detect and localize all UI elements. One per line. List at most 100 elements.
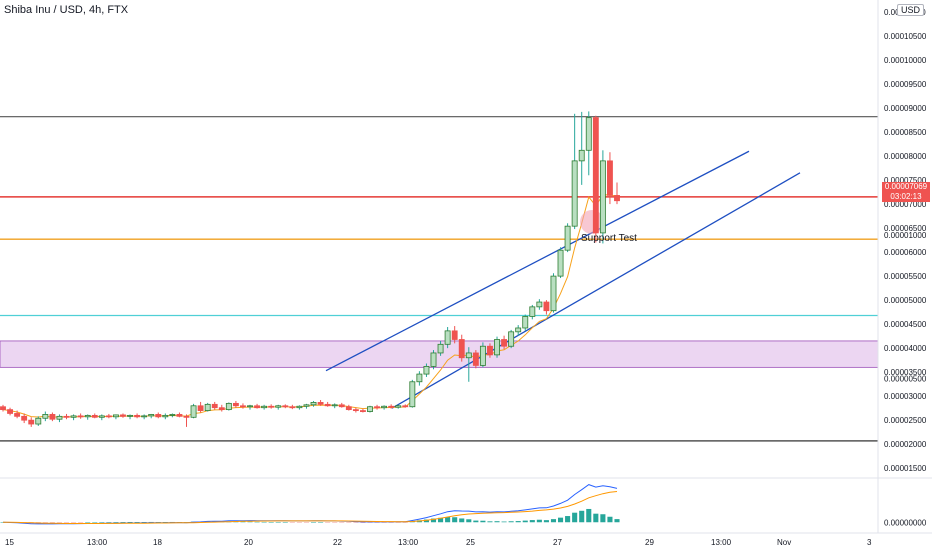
x-tick-label: 18 xyxy=(153,538,162,547)
candle xyxy=(367,405,373,413)
candle-body xyxy=(494,339,500,356)
candle xyxy=(529,304,536,320)
candle-body xyxy=(331,404,338,407)
candle xyxy=(148,413,155,419)
macd-histogram-bar xyxy=(254,521,260,523)
candle-body xyxy=(183,415,190,418)
signal-line xyxy=(3,491,618,524)
candle xyxy=(479,342,486,368)
time-axis[interactable]: 15 13:00 18 20 22 13:00 25 27 29 13:00 Nov 3 xyxy=(0,532,932,547)
candle-body xyxy=(423,365,430,375)
macd-histogram-bar xyxy=(550,519,557,523)
y-tick-label: 0.00009500 xyxy=(884,80,927,89)
candle xyxy=(56,414,63,423)
candle-body xyxy=(564,225,571,251)
y-tick-label: 0.00008500 xyxy=(884,128,927,137)
candle-body xyxy=(247,405,253,408)
candle xyxy=(91,413,98,419)
candle xyxy=(77,413,84,419)
macd-histogram-bar xyxy=(303,522,310,523)
candle xyxy=(451,326,458,344)
candle-body xyxy=(529,306,536,317)
y-tick-label: 0.00010500 xyxy=(884,32,927,41)
macd-histogram-bar xyxy=(607,516,613,523)
macd-histogram-bar xyxy=(473,520,479,523)
candle-body xyxy=(148,414,155,417)
candle-body xyxy=(127,414,133,417)
candle-body xyxy=(134,414,141,418)
candle-body xyxy=(268,405,275,408)
candle xyxy=(70,414,77,421)
price-axis[interactable]: 0.00001500 0.00002000 0.00002500 0.00003000… xyxy=(884,8,927,527)
macd-histogram-bar xyxy=(480,520,486,523)
candle-body xyxy=(204,403,211,411)
candle xyxy=(592,115,599,243)
x-tick-label: 20 xyxy=(244,538,253,547)
y-tick-label: 0.00001500 xyxy=(884,464,927,473)
y-tick-label: 0.00004500 xyxy=(884,320,927,329)
candle xyxy=(7,407,13,416)
candle xyxy=(211,401,218,410)
symbol-title[interactable]: Shiba Inu / USD, 4h, FTX xyxy=(4,4,129,16)
macd-histogram-bar xyxy=(332,522,338,523)
macd-histogram-bar xyxy=(459,518,465,523)
candle xyxy=(261,404,268,410)
candle-body xyxy=(35,417,42,425)
macd-histogram-bar xyxy=(367,522,373,523)
candle xyxy=(134,413,141,419)
candle xyxy=(465,347,472,382)
macd-histogram-bar xyxy=(240,521,246,523)
macd-histogram-bar xyxy=(430,518,437,523)
macd-histogram-bar xyxy=(374,522,380,523)
x-tick-label: 29 xyxy=(645,538,654,547)
candle xyxy=(268,404,275,409)
candle-body xyxy=(56,415,63,420)
x-tick-label: 27 xyxy=(553,538,562,547)
candle xyxy=(388,404,395,409)
candle-body xyxy=(63,415,70,418)
macd-histogram-bar xyxy=(438,517,444,523)
y-tick-label: 0.00007000 xyxy=(884,200,927,209)
candle xyxy=(515,325,522,336)
candle-body xyxy=(162,414,169,418)
macd-histogram-bar xyxy=(579,510,585,523)
macd-histogram-bar xyxy=(99,522,105,523)
candle xyxy=(607,152,613,205)
y-tick-label: 0.00005000 xyxy=(884,296,927,305)
macd-histogram-bar xyxy=(452,517,458,523)
candle-body xyxy=(49,414,56,420)
candle xyxy=(197,401,204,413)
candle-body xyxy=(282,405,289,408)
macd-histogram-bar xyxy=(141,522,147,523)
candle-body xyxy=(77,415,84,418)
candle-body xyxy=(536,301,543,308)
candle xyxy=(190,403,197,419)
candle-body xyxy=(190,405,197,418)
candle xyxy=(84,414,91,420)
candle-body xyxy=(14,413,21,417)
currency-badge[interactable]: USD xyxy=(897,4,925,16)
macd-histogram-bar xyxy=(388,522,394,523)
candle-body xyxy=(84,414,91,418)
bar-countdown: 03:02:13 xyxy=(890,192,922,201)
candle-body xyxy=(218,407,225,411)
candle xyxy=(423,363,430,377)
x-tick-label: 3 xyxy=(867,538,872,547)
candle-body xyxy=(472,352,479,366)
macd-histogram-bar xyxy=(268,522,274,523)
candle-body xyxy=(105,415,112,418)
candle xyxy=(310,400,317,407)
candle xyxy=(162,413,169,420)
candle-body xyxy=(487,345,493,356)
candle xyxy=(614,182,620,205)
candle-body xyxy=(275,405,282,408)
y-tick-label: 0.00003000 xyxy=(884,392,927,401)
macd-histogram-bar xyxy=(557,517,564,523)
candle-body xyxy=(197,405,204,411)
candle xyxy=(240,403,246,409)
candle xyxy=(402,404,409,408)
candle xyxy=(324,401,331,407)
candle xyxy=(416,371,423,386)
candle-body xyxy=(352,409,359,412)
